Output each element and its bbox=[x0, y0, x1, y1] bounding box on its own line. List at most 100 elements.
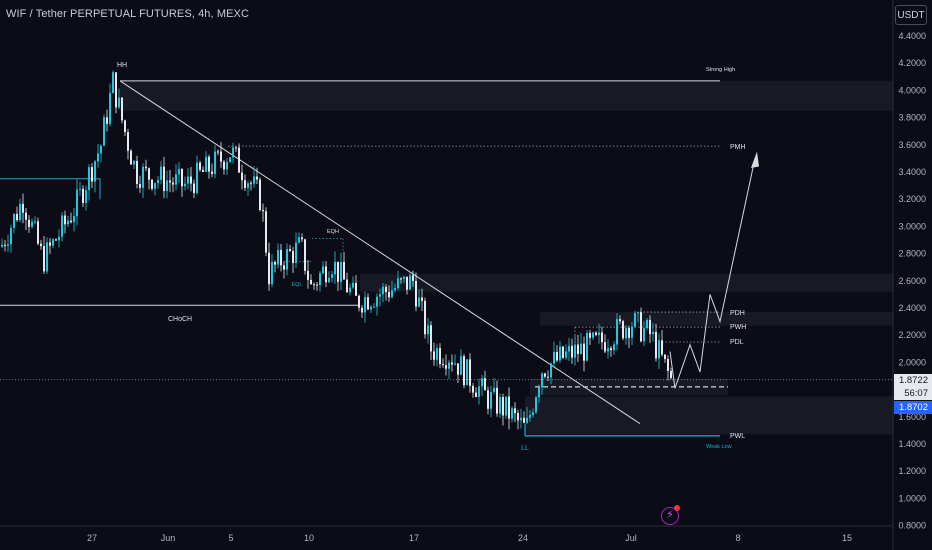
candle-body bbox=[52, 239, 54, 246]
candle-body bbox=[118, 97, 120, 108]
candle-body bbox=[46, 242, 48, 272]
y-tick-label: 2.0000 bbox=[898, 357, 926, 367]
candle-body bbox=[184, 183, 186, 187]
candle-body bbox=[373, 306, 375, 308]
candle-body bbox=[583, 343, 585, 361]
eqh-label: EQH bbox=[327, 229, 339, 235]
candle-body bbox=[43, 246, 45, 272]
candle-body bbox=[217, 151, 219, 153]
candle-body bbox=[160, 166, 162, 180]
close-price-tag: 1.8702 bbox=[894, 401, 932, 414]
lightning-logo-icon[interactable]: ⚡ bbox=[661, 505, 680, 525]
y-tick-label: 1.4000 bbox=[898, 439, 926, 449]
candle-body bbox=[484, 378, 486, 391]
candle-body bbox=[553, 351, 555, 364]
candle-body bbox=[61, 215, 63, 237]
candle-body bbox=[178, 169, 180, 175]
candles bbox=[1, 70, 672, 430]
choch-label: CHoCH bbox=[168, 316, 192, 323]
candle-body bbox=[121, 97, 123, 121]
candle-body bbox=[433, 351, 435, 360]
pwh-label: PWH bbox=[730, 324, 746, 331]
candle-body bbox=[568, 345, 570, 352]
candle-body bbox=[163, 166, 165, 191]
candle-body bbox=[439, 348, 441, 365]
candle-body bbox=[400, 278, 402, 280]
candle-body bbox=[667, 358, 669, 371]
last-price-tag: 1.8722 bbox=[894, 374, 932, 387]
candle-body bbox=[301, 237, 303, 240]
candle-body bbox=[40, 243, 42, 247]
candle-body bbox=[55, 239, 57, 241]
candle-body bbox=[253, 176, 255, 184]
pdl-label: PDL bbox=[730, 339, 744, 346]
supply-zone bbox=[360, 274, 893, 292]
y-tick-label: 2.6000 bbox=[898, 276, 926, 286]
y-tick-label: 1.6000 bbox=[898, 412, 926, 422]
pmh-label: PMH bbox=[730, 144, 746, 151]
candle-body bbox=[445, 365, 447, 369]
candle-body bbox=[265, 211, 267, 253]
candle-body bbox=[493, 387, 495, 393]
candle-body bbox=[403, 276, 405, 279]
x-tick-label: 10 bbox=[304, 533, 314, 543]
candle-body bbox=[616, 319, 618, 345]
candle-body bbox=[511, 408, 513, 419]
candle-body bbox=[652, 331, 654, 335]
candle-body bbox=[658, 340, 660, 359]
candle-body bbox=[463, 356, 465, 386]
eql-label: EQL bbox=[291, 282, 302, 288]
candle-body bbox=[307, 270, 309, 280]
candle-body bbox=[304, 239, 306, 271]
candle-body bbox=[487, 390, 489, 409]
candle-body bbox=[469, 359, 471, 386]
candle-body bbox=[130, 150, 132, 165]
candle-body bbox=[166, 180, 168, 191]
candle-body bbox=[298, 237, 300, 243]
x-tick-label: Jun bbox=[161, 533, 176, 543]
candle-body bbox=[427, 325, 429, 335]
candle-body bbox=[436, 348, 438, 360]
candle-body bbox=[343, 261, 345, 280]
candle-body bbox=[460, 356, 462, 375]
candle-body bbox=[526, 417, 528, 423]
candle-body bbox=[613, 344, 615, 351]
currency-button[interactable]: USDT bbox=[895, 5, 927, 25]
candle-body bbox=[25, 212, 27, 220]
candle-body bbox=[247, 183, 249, 188]
candle-body bbox=[601, 332, 603, 343]
candle-body bbox=[73, 216, 75, 223]
candle-body bbox=[382, 286, 384, 295]
time-axis: 27 Jun 5 10 17 24 Jul 8 15 bbox=[0, 525, 893, 543]
candle-body bbox=[7, 244, 9, 246]
candle-body bbox=[82, 188, 84, 204]
candle-body bbox=[346, 279, 348, 293]
candle-body bbox=[49, 242, 51, 246]
candle-body bbox=[232, 147, 234, 158]
candle-body bbox=[67, 220, 69, 225]
hh-label: HH bbox=[117, 62, 127, 69]
candle-body bbox=[421, 297, 423, 301]
candle-body bbox=[637, 312, 639, 314]
candle-body bbox=[442, 364, 444, 366]
y-tick-label: 4.2000 bbox=[898, 58, 926, 68]
projection-arrowhead-icon bbox=[751, 151, 759, 168]
candle-body bbox=[424, 300, 426, 335]
candle-body bbox=[274, 261, 276, 265]
candle-body bbox=[538, 387, 540, 398]
candle-body bbox=[607, 348, 609, 352]
candle-body bbox=[37, 221, 39, 244]
candle-body bbox=[283, 265, 285, 270]
candle-body bbox=[34, 221, 36, 223]
candle-body bbox=[289, 249, 291, 251]
candle-body bbox=[394, 288, 396, 291]
x-tick-label: Jul bbox=[625, 533, 637, 543]
candle-body bbox=[397, 278, 399, 289]
candle-body bbox=[604, 342, 606, 352]
y-tick-label: 2.8000 bbox=[898, 249, 926, 259]
level-lines bbox=[0, 80, 893, 437]
candle-body bbox=[625, 328, 627, 339]
candle-body bbox=[379, 294, 381, 297]
candle-body bbox=[532, 412, 534, 416]
